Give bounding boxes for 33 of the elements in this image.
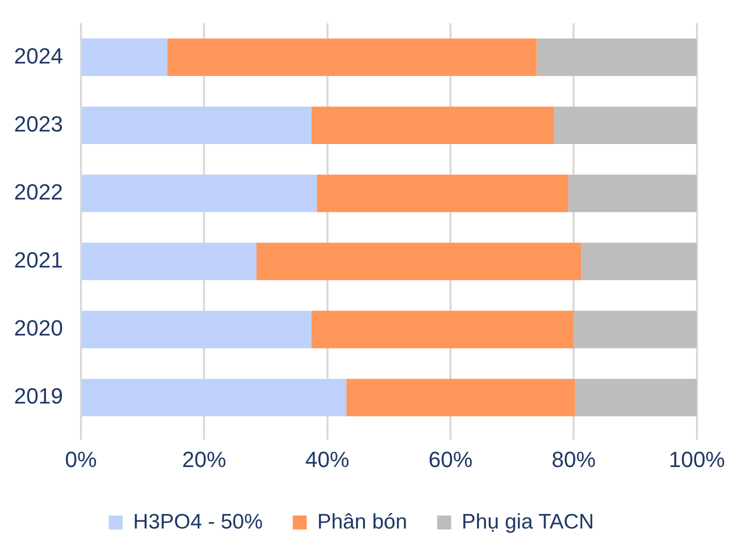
bar bbox=[82, 378, 346, 416]
y-tick-label: 2023 bbox=[14, 111, 63, 136]
x-tick-label: 60% bbox=[428, 446, 473, 472]
y-tick-label: 2024 bbox=[14, 43, 63, 68]
x-tick-label: 100% bbox=[668, 446, 726, 472]
bar bbox=[82, 310, 312, 348]
x-tick-label: 0% bbox=[65, 446, 97, 472]
bar bbox=[346, 378, 575, 416]
bar bbox=[82, 106, 312, 144]
bar bbox=[536, 38, 697, 76]
legend-label: H3PO4 - 50% bbox=[133, 510, 263, 534]
bar bbox=[82, 242, 256, 280]
y-tick-label: 2019 bbox=[14, 384, 63, 409]
y-tick-label: 2021 bbox=[14, 247, 63, 272]
legend-label: Phụ gia TACN bbox=[462, 510, 594, 534]
bar bbox=[568, 174, 697, 212]
x-tick-label: 80% bbox=[552, 446, 596, 472]
bar bbox=[82, 38, 168, 76]
bar bbox=[167, 38, 537, 76]
bar bbox=[554, 106, 697, 144]
x-tick-label: 40% bbox=[305, 446, 350, 472]
bar bbox=[82, 174, 317, 212]
bar bbox=[256, 242, 582, 280]
bar bbox=[581, 242, 697, 280]
bar bbox=[311, 106, 554, 144]
y-tick-label: 2022 bbox=[14, 179, 63, 204]
bar bbox=[574, 378, 697, 416]
bar bbox=[574, 310, 697, 348]
bar bbox=[311, 310, 574, 348]
x-tick-label: 20% bbox=[182, 446, 226, 472]
legend-label: Phân bón bbox=[317, 510, 408, 534]
bar bbox=[316, 174, 568, 212]
y-tick-label: 2020 bbox=[14, 316, 63, 341]
